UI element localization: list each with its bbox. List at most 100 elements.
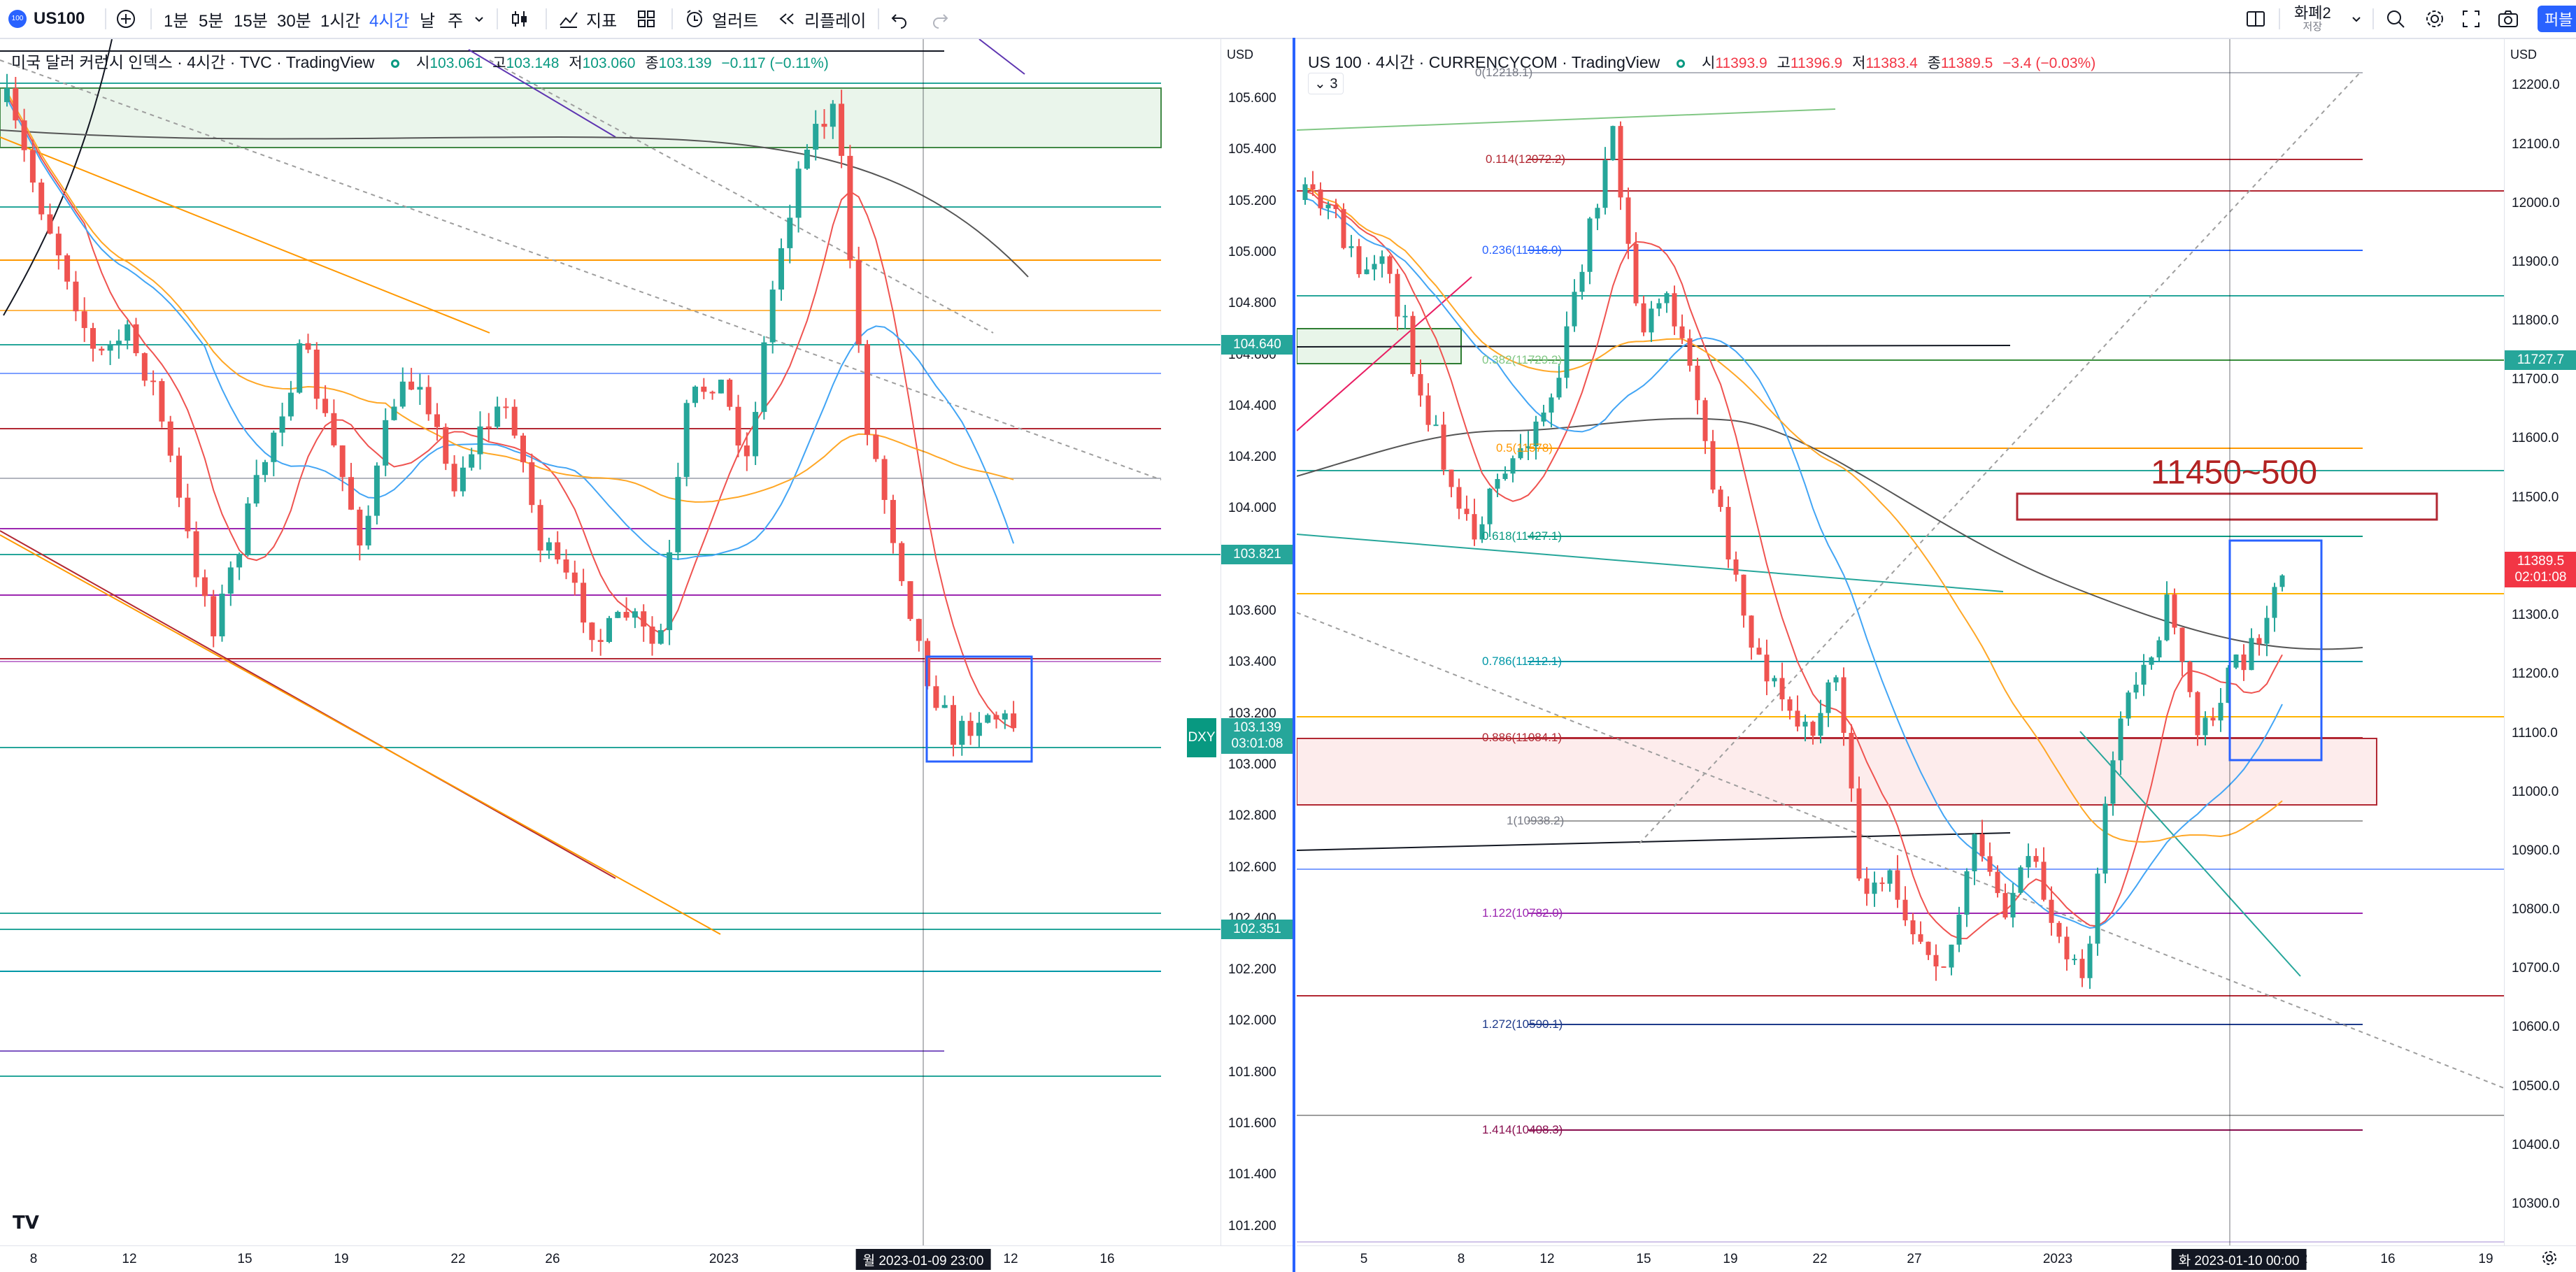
fullscreen-icon[interactable]: [2461, 0, 2482, 38]
time-tick: 16: [1100, 1252, 1115, 1266]
candle-body: [520, 435, 526, 463]
time-tick: 2023: [709, 1252, 739, 1266]
search-icon[interactable]: [2385, 0, 2406, 38]
candle-body: [1987, 856, 1993, 872]
left-currency[interactable]: USD: [1227, 48, 1254, 62]
candle-body: [279, 416, 285, 433]
settings-gear-icon[interactable]: [2424, 0, 2445, 38]
left-chart-canvas[interactable]: [0, 39, 1221, 1245]
fib-level-label: 0.114(12072.2): [1486, 152, 1566, 166]
price-tick: 11200.0: [2512, 666, 2559, 681]
candle-body: [322, 399, 329, 413]
fib-level-label: 1.272(10590.1): [1482, 1017, 1563, 1031]
candle-body: [1372, 264, 1377, 270]
price-tick: 11300.0: [2512, 608, 2559, 622]
symbol-search[interactable]: 100 US100: [8, 0, 85, 38]
axis-settings-gear-icon[interactable]: [2540, 1249, 2559, 1271]
candle-body: [1302, 184, 1308, 200]
alert-clock-icon: [687, 10, 702, 27]
candle-body: [1941, 966, 1947, 968]
replay-button[interactable]: 리플레이: [776, 0, 866, 38]
candle-body: [1641, 303, 1646, 333]
interval-week[interactable]: 주: [448, 11, 464, 31]
indicators-button[interactable]: 지표: [558, 0, 617, 38]
interval-1h[interactable]: 1시간: [320, 11, 361, 31]
left-price-axis[interactable]: USD 105.600 105.400 105.200 105.000 104.800 1…: [1221, 39, 1293, 1272]
candle-body: [1402, 315, 1408, 317]
snapshot-camera-icon[interactable]: [2497, 0, 2519, 38]
candle-body: [795, 169, 802, 218]
time-tick: 16: [2380, 1252, 2396, 1266]
candle-body: [417, 387, 423, 390]
indicators-label: 지표: [586, 11, 618, 31]
candle-body: [597, 640, 604, 642]
candle-body: [1826, 682, 1831, 713]
candle-body: [813, 124, 819, 150]
candle-body: [2233, 654, 2239, 668]
candle-body: [115, 341, 122, 345]
candle-body: [899, 543, 905, 582]
candle-body: [1541, 412, 1546, 422]
candle-body: [357, 509, 363, 546]
layout-split-icon[interactable]: [2245, 0, 2266, 38]
interval-day[interactable]: 날: [420, 11, 436, 31]
right-price-axis[interactable]: USD 12200.0 12100.0 12000.0 11900.0 11800.0 1…: [2504, 39, 2576, 1272]
tradingview-logo-icon[interactable]: TV: [13, 1213, 39, 1234]
candle-body: [219, 593, 225, 636]
candle-body: [701, 386, 707, 392]
left-chart-legend: 미국 달러 커런시 인덱스 · 4시간 · TVC · TradingView …: [11, 53, 829, 71]
interval-4h[interactable]: 4시간: [369, 11, 410, 31]
candle-body: [830, 103, 836, 127]
candle-body: [2141, 664, 2147, 685]
interval-15m[interactable]: 15분: [234, 11, 268, 31]
interval-1m[interactable]: 1분: [164, 11, 189, 31]
interval-30m[interactable]: 30분: [277, 11, 311, 31]
candle-body: [1472, 514, 1477, 540]
alert-button[interactable]: 얼러트: [684, 0, 758, 38]
target-annotation[interactable]: 11450~500: [2150, 454, 2318, 492]
candle-body: [649, 626, 655, 644]
candle-body: [623, 612, 629, 618]
candle-body: [657, 630, 664, 644]
replay-icon: [779, 13, 794, 24]
candle-body: [1410, 315, 1416, 374]
candle-body: [1333, 204, 1339, 210]
indicators-collapse-toggle[interactable]: ⌄ 3: [1308, 73, 1344, 94]
publish-button[interactable]: 퍼블: [2538, 6, 2576, 32]
candle-body: [1495, 479, 1500, 489]
candle-body: [727, 379, 733, 407]
layout-name: 화폐2: [2294, 4, 2331, 22]
right-currency[interactable]: USD: [2510, 48, 2538, 62]
candle-body: [1395, 273, 1400, 317]
right-time-axis[interactable]: 191622023272219151285 화 2023-01-10 00:00: [1297, 1245, 2576, 1272]
left-low: 103.060: [582, 55, 636, 71]
interval-5m[interactable]: 5분: [199, 11, 224, 31]
candle-body: [469, 454, 475, 468]
layout-templates-icon[interactable]: [636, 0, 656, 38]
candle-body: [1556, 378, 1562, 398]
candle-body: [1610, 126, 1616, 161]
chart-type-candles-icon[interactable]: [509, 0, 530, 38]
interval-dropdown-chevron-icon[interactable]: [473, 0, 485, 38]
layout-menu-chevron-icon[interactable]: [2350, 0, 2363, 38]
candle-body: [615, 612, 621, 618]
fib-level-label: 0.236(11916.0): [1482, 243, 1563, 257]
price-tick: 105.600: [1228, 91, 1276, 106]
candle-body: [2210, 717, 2216, 721]
left-chart-pane[interactable]: 미국 달러 커런시 인덱스 · 4시간 · TVC · TradingView …: [0, 39, 1293, 1272]
price-tick: 104.000: [1228, 501, 1276, 516]
right-chart-canvas[interactable]: [1297, 39, 2504, 1245]
candle-body: [1379, 256, 1385, 264]
pane-divider[interactable]: [1293, 38, 1295, 1272]
compare-add-icon[interactable]: [115, 0, 136, 38]
layout-name-button[interactable]: 화폐2 저장: [2294, 0, 2331, 38]
right-chart-pane[interactable]: US 100 · 4시간 · CURRENCYCOM · TradingView…: [1297, 39, 2576, 1272]
undo-icon[interactable]: [890, 0, 909, 38]
redo-icon[interactable]: [930, 0, 950, 38]
candle-body: [1772, 678, 1777, 682]
candle-body: [511, 406, 518, 436]
left-time-axis[interactable]: 16125202326221915128 월 2023-01-09 23:00: [0, 1245, 1293, 1272]
candle-body: [1502, 473, 1508, 480]
time-tick: 19: [2478, 1252, 2493, 1266]
candle-body: [1933, 955, 1939, 966]
